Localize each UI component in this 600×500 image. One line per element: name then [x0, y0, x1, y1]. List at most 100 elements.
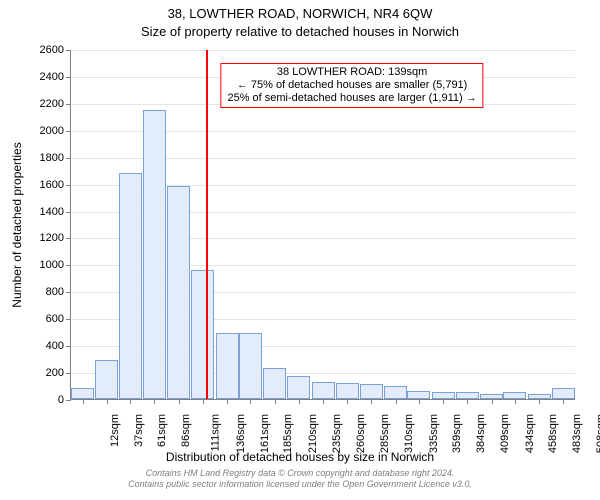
- histogram-bar: [432, 392, 455, 399]
- x-tick-label: 210sqm: [307, 414, 319, 453]
- x-tick: [396, 399, 397, 404]
- x-tick-label: 185sqm: [282, 414, 294, 453]
- x-tick-label: 310sqm: [404, 414, 416, 453]
- y-axis-label-text: Number of detached properties: [10, 142, 24, 307]
- y-tick-label: 1800: [14, 153, 64, 163]
- x-tick-label: 458sqm: [547, 414, 559, 453]
- y-tick-label: 1200: [14, 233, 64, 243]
- y-tick: [66, 77, 71, 78]
- y-tick-label: 1000: [14, 260, 64, 270]
- x-tick-label: 111sqm: [209, 414, 221, 452]
- x-tick: [107, 399, 108, 404]
- x-tick-label: 12sqm: [109, 414, 121, 447]
- gridline-h: [71, 50, 575, 51]
- y-tick: [66, 158, 71, 159]
- annotation-line: 38 LOWTHER ROAD: 139sqm: [227, 66, 476, 79]
- x-tick: [467, 399, 468, 404]
- x-tick-label: 335sqm: [428, 414, 440, 453]
- histogram-bar: [71, 388, 94, 399]
- y-tick: [66, 50, 71, 51]
- histogram-bar: [456, 392, 479, 399]
- x-tick-label: 384sqm: [475, 414, 487, 453]
- x-tick-label: 37sqm: [133, 414, 145, 447]
- chart-container: 38, LOWTHER ROAD, NORWICH, NR4 6QW Size …: [0, 0, 600, 500]
- x-tick: [299, 399, 300, 404]
- x-tick-label: 359sqm: [451, 414, 463, 453]
- x-tick: [371, 399, 372, 404]
- x-tick: [250, 399, 251, 404]
- x-tick: [227, 399, 228, 404]
- x-tick: [539, 399, 540, 404]
- y-tick-label: 2200: [14, 99, 64, 109]
- x-tick-label: 508sqm: [596, 414, 600, 453]
- histogram-bar: [191, 270, 214, 399]
- y-tick-label: 200: [14, 368, 64, 378]
- y-tick: [66, 319, 71, 320]
- footer-line-2: Contains public sector information licen…: [0, 479, 600, 490]
- x-tick: [347, 399, 348, 404]
- title-line-2: Size of property relative to detached ho…: [0, 24, 600, 39]
- x-tick-label: 61sqm: [156, 414, 168, 447]
- x-tick-label: 483sqm: [571, 414, 583, 453]
- histogram-bar: [287, 376, 310, 399]
- histogram-bar: [167, 186, 190, 399]
- histogram-bar: [552, 388, 575, 399]
- x-tick: [492, 399, 493, 404]
- y-tick-label: 1600: [14, 180, 64, 190]
- histogram-bar: [336, 383, 359, 399]
- x-tick: [563, 399, 564, 404]
- y-tick: [66, 131, 71, 132]
- x-tick: [154, 399, 155, 404]
- histogram-bar: [503, 392, 526, 399]
- histogram-bar: [312, 382, 335, 400]
- x-tick: [443, 399, 444, 404]
- x-tick-label: 136sqm: [235, 414, 247, 453]
- y-tick: [66, 212, 71, 213]
- x-tick: [203, 399, 204, 404]
- histogram-bar: [143, 110, 166, 399]
- histogram-bar: [360, 384, 383, 399]
- annotation-line: 25% of semi-detached houses are larger (…: [227, 92, 476, 105]
- plot-area: 38 LOWTHER ROAD: 139sqm← 75% of detached…: [70, 50, 575, 400]
- histogram-bar: [119, 173, 142, 399]
- y-axis-label: Number of detached properties: [10, 60, 24, 225]
- annotation-box: 38 LOWTHER ROAD: 139sqm← 75% of detached…: [220, 63, 483, 108]
- histogram-bar: [263, 368, 286, 399]
- x-tick: [515, 399, 516, 404]
- x-tick-label: 161sqm: [259, 414, 271, 453]
- y-tick-label: 2600: [14, 45, 64, 55]
- annotation-line: ← 75% of detached houses are smaller (5,…: [227, 79, 476, 92]
- reference-line: [206, 50, 208, 399]
- y-tick: [66, 292, 71, 293]
- histogram-bar: [216, 333, 239, 399]
- y-tick: [66, 400, 71, 401]
- histogram-bar: [239, 333, 262, 399]
- y-tick-label: 800: [14, 287, 64, 297]
- x-tick-label: 235sqm: [331, 414, 343, 453]
- x-tick-label: 409sqm: [500, 414, 512, 453]
- x-tick: [179, 399, 180, 404]
- y-tick-label: 1400: [14, 207, 64, 217]
- histogram-bar: [384, 386, 407, 399]
- y-tick: [66, 373, 71, 374]
- x-tick-label: 86sqm: [180, 414, 192, 447]
- x-tick-label: 434sqm: [524, 414, 536, 453]
- y-tick-label: 2400: [14, 72, 64, 82]
- footer-attribution: Contains HM Land Registry data © Crown c…: [0, 468, 600, 490]
- x-tick: [419, 399, 420, 404]
- x-tick-label: 285sqm: [379, 414, 391, 453]
- footer-line-1: Contains HM Land Registry data © Crown c…: [0, 468, 600, 479]
- title-line-1: 38, LOWTHER ROAD, NORWICH, NR4 6QW: [0, 6, 600, 21]
- y-tick-label: 0: [14, 395, 64, 405]
- y-tick: [66, 346, 71, 347]
- x-tick: [275, 399, 276, 404]
- y-tick: [66, 238, 71, 239]
- histogram-bar: [407, 391, 430, 399]
- x-tick-label: 260sqm: [355, 414, 367, 453]
- x-tick: [130, 399, 131, 404]
- y-tick-label: 400: [14, 341, 64, 351]
- y-tick-label: 600: [14, 314, 64, 324]
- y-tick: [66, 265, 71, 266]
- y-tick: [66, 104, 71, 105]
- y-tick: [66, 185, 71, 186]
